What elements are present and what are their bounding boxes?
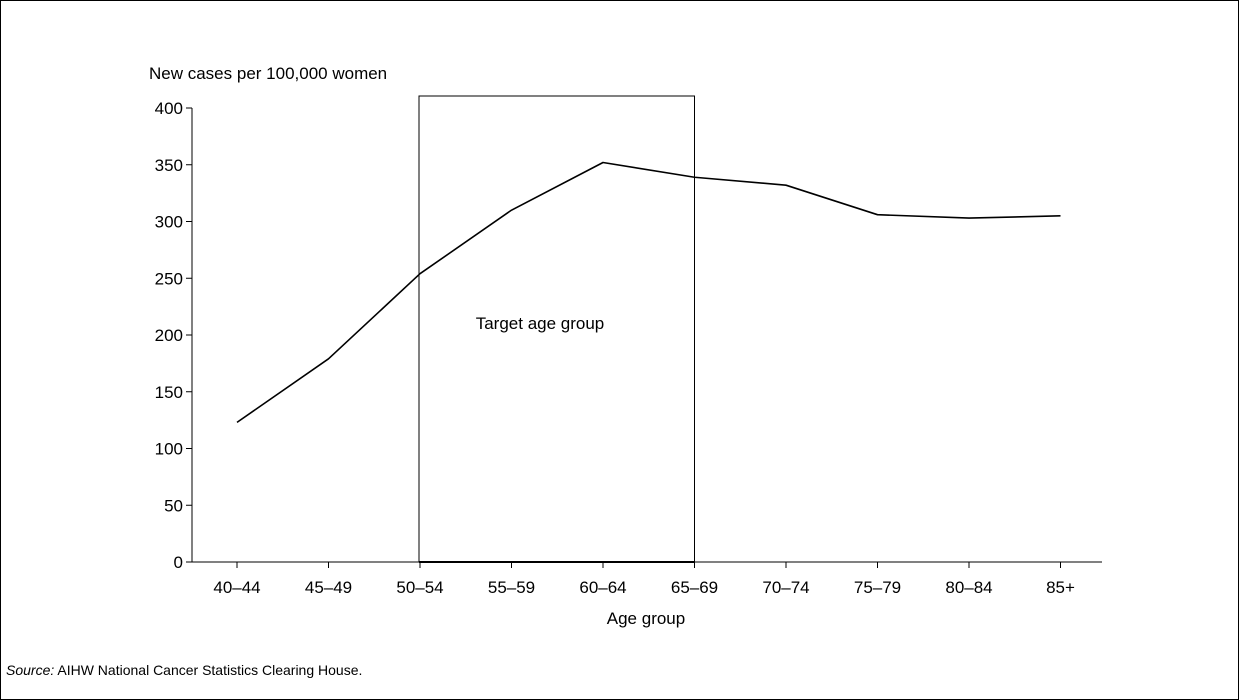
x-tick-label: 65–69 [671,578,718,597]
y-tick-label: 200 [155,326,183,345]
source-note: Source: AIHW National Cancer Statistics … [6,662,362,678]
y-tick-label: 400 [155,99,183,118]
y-tick-label: 150 [155,383,183,402]
x-tick-label: 75–79 [854,578,901,597]
y-tick-label: 0 [174,553,183,572]
source-label: Source: [6,662,55,678]
x-tick-label: 85+ [1046,578,1075,597]
y-tick-label: 250 [155,269,183,288]
series-line [236,161,1061,424]
y-axis-label: New cases per 100,000 women [149,64,387,83]
y-tick-label: 350 [155,156,183,175]
line-chart: New cases per 100,000 women Age group Ta… [149,64,1102,628]
y-tick-label: 50 [164,496,183,515]
x-axis-label: Age group [607,609,685,628]
x-tick-label: 55–59 [488,578,535,597]
x-tick-label: 50–54 [396,578,443,597]
x-tick-label: 40–44 [213,578,260,597]
target-age-label: Target age group [476,314,605,333]
y-tick-label: 100 [155,440,183,459]
source-text: AIHW National Cancer Statistics Clearing… [54,662,363,678]
y-tick-label: 300 [155,213,183,232]
x-tick-label: 45–49 [305,578,352,597]
x-tick-label: 80–84 [945,578,992,597]
x-tick-label: 70–74 [762,578,809,597]
x-tick-label: 60–64 [579,578,626,597]
